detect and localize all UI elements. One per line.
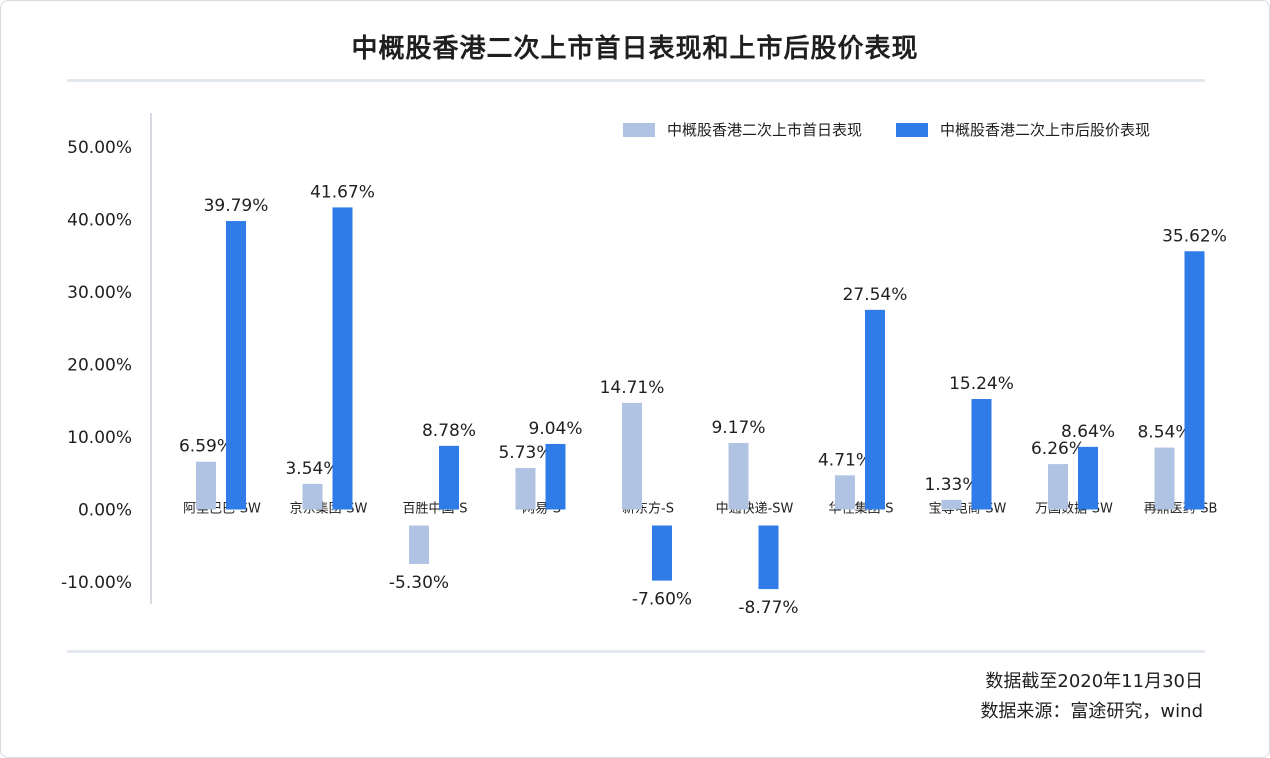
bar-chart: 50.00% 40.00% 30.00% 20.00% 10.00% 0.00% -10.0… <box>61 113 1227 618</box>
y-tick-label: 30.00% <box>67 283 132 303</box>
first-day-value-label: 9.17% <box>711 418 765 438</box>
post-listing-value-label: 8.78% <box>422 421 476 441</box>
y-tick-label: 50.00% <box>67 138 132 158</box>
first-day-bar <box>515 467 536 510</box>
legend-item-first-day: 中概股香港二次上市首日表现 <box>623 119 862 140</box>
post-listing-bar <box>226 221 246 510</box>
first-day-bar <box>1048 464 1068 510</box>
post-listing-value-label: 8.64% <box>1061 422 1115 442</box>
first-day-bar <box>622 402 642 510</box>
title-divider <box>67 79 1205 82</box>
legend-swatch-post-listing <box>896 122 929 137</box>
post-listing-value-label: 9.04% <box>528 419 582 439</box>
first-day-bar <box>196 461 216 510</box>
post-listing-value-label: 39.79% <box>204 196 269 216</box>
first-day-value-label: 3.54% <box>285 459 339 479</box>
first-day-value-label: 6.26% <box>1031 439 1085 459</box>
post-listing-bar <box>758 525 779 590</box>
first-day-bar <box>1154 447 1175 510</box>
post-listing-value-label: -7.60% <box>632 590 692 610</box>
first-day-value-label: 6.59% <box>179 437 233 457</box>
post-listing-bar <box>971 399 992 510</box>
first-day-bar <box>409 525 429 564</box>
x-category-label: 万国数据-SW <box>1035 502 1113 517</box>
first-day-bar <box>302 483 323 510</box>
x-category-label: 中通快递-SW <box>716 502 794 517</box>
data-source-note: 数据来源：富途研究，wind <box>980 701 1203 722</box>
post-listing-value-label: 35.62% <box>1162 226 1227 246</box>
post-listing-value-label: -8.77% <box>738 598 798 618</box>
y-tick-label: -10.00% <box>61 573 132 593</box>
x-category-label: 京东集团-SW <box>290 501 368 517</box>
data-date-note: 数据截至2020年11月30日 <box>985 671 1203 692</box>
first-day-bar <box>728 443 749 510</box>
footer-divider <box>67 650 1205 653</box>
post-listing-bar <box>865 309 885 510</box>
first-day-value-label: 8.54% <box>1137 423 1191 443</box>
post-listing-bar <box>1184 251 1205 510</box>
y-tick-label: 40.00% <box>67 211 132 231</box>
legend-label-first-day: 中概股香港二次上市首日表现 <box>667 121 863 139</box>
post-listing-value-label: 15.24% <box>949 374 1014 394</box>
post-listing-bar <box>1078 446 1098 510</box>
legend: 中概股香港二次上市首日表现 中概股香港二次上市后股价表现 <box>623 119 1150 140</box>
x-category-label: 阿里巴巴-SW <box>183 502 261 517</box>
x-category-label: 宝尊电商-SW <box>929 501 1007 517</box>
first-day-value-label: 5.73% <box>498 443 552 463</box>
first-day-value-label: 14.71% <box>600 378 665 398</box>
post-listing-bar <box>439 445 459 510</box>
post-listing-value-label: 41.67% <box>310 182 375 202</box>
first-day-bar <box>941 499 962 510</box>
y-tick-label: 10.00% <box>67 428 132 448</box>
chart-title: 中概股香港二次上市首日表现和上市后股价表现 <box>351 34 919 64</box>
post-listing-bar <box>332 207 353 510</box>
legend-swatch-first-day <box>623 122 655 137</box>
legend-label-post-listing: 中概股香港二次上市后股价表现 <box>940 121 1151 139</box>
y-tick-label: 0.00% <box>78 501 132 521</box>
post-listing-bar <box>545 443 566 510</box>
y-tick-label: 20.00% <box>67 356 132 376</box>
post-listing-bar <box>652 525 672 581</box>
legend-item-post-listing: 中概股香港二次上市后股价表现 <box>896 119 1150 140</box>
post-listing-value-label: 27.54% <box>843 285 908 305</box>
first-day-value-label: 1.33% <box>924 475 978 495</box>
first-day-value-label: -5.30% <box>389 573 449 593</box>
first-day-value-label: 4.71% <box>818 450 872 470</box>
first-day-bar <box>835 475 855 510</box>
source-notes: 数据截至2020年11月30日 数据来源：富途研究，wind <box>980 667 1203 727</box>
